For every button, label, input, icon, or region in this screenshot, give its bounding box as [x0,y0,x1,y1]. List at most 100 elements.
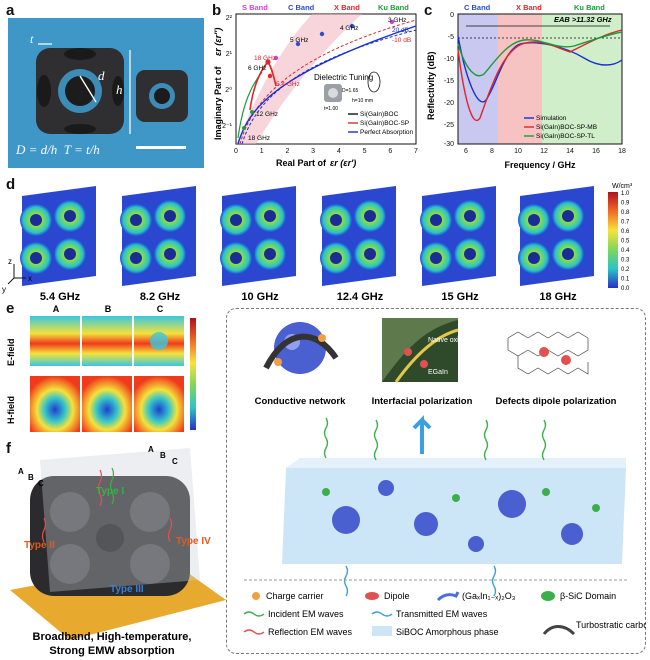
panel-label-a: a [6,2,15,19]
c-xtick-5: 16 [592,148,600,155]
legend-item-5: Transmitted EM waves [396,609,488,619]
panel-f-illustration: Type I Type II Type III Type IV A B C A … [10,445,226,657]
amorphous-phase-icon [372,626,392,636]
mech-title-1: Interfacial polarization [372,396,473,407]
cbar-tick-10: 0.0 [621,286,630,292]
freq-label-3: 6 GHz [248,65,266,72]
freq-label-2: 5 GHz [290,37,308,44]
ku-band-label: Ku Band [574,3,605,12]
d-label: d [98,68,105,83]
c-xtick-3: 12 [540,148,548,155]
e-col-b: B [105,304,112,314]
heatmap-tile-1 [20,186,96,286]
c-xtick-0: 6 [464,148,468,155]
hfield-b [82,376,132,432]
plane-label-a2: A [148,445,154,454]
panel-d-heatmaps: z y x 5.4 GHz 8.2 GHz 10 GHz 12.4 GHz 15… [2,183,633,303]
legend-item-1: Dipole [384,591,410,601]
cbar-tick-3: 0.7 [621,220,630,226]
c-band-label: C Band [464,3,491,12]
series-legend-1: Si(GaIn)BOC-SP [360,120,409,127]
panel-a-photo: t d h D = d/h T = t/h [8,18,204,168]
band-legend-x: X Band [334,3,360,12]
ytick-0: 2⁻¹ [222,123,233,130]
c-legend-0: Simulation [536,115,567,122]
cbar-tick-2: 0.8 [621,210,630,216]
freq-label-5: 5.4 GHz [276,81,300,88]
caption-line-2: Strong EMW absorption [49,645,175,657]
freq-label-6: 12 GHz [256,111,278,118]
c-xtick-1: 8 [490,148,494,155]
lattice-photo [36,43,188,149]
inset-label-0: D=1.65 [342,88,358,94]
freq-label-4: 18 GHz [254,55,276,62]
e-row-efield: E-field [6,338,16,366]
plane-label-b1: B [28,473,34,482]
small-lattice-part [136,70,188,122]
freq-label-7: 18 GHz [248,135,270,142]
charge-carrier-icon [252,592,260,600]
cbar-tick-0: 1.0 [621,191,630,197]
turbostratic-carbon-icon [542,625,576,636]
freq-label-1: 4 GHz [340,25,358,32]
freq-caption-6: 18 GHz [539,291,577,303]
c-band-region [458,14,498,144]
conductive-network-icon [263,322,339,374]
heatmap-tile-5 [420,186,496,286]
dielectric-tuning-label: Dielectric Tuning [314,73,373,82]
plane-label-c2: C [172,457,178,466]
band-legend-s: S Band [242,3,268,12]
freq-caption-4: 12.4 GHz [337,291,384,303]
ytick-2: 2¹ [226,51,233,58]
c-y-axis-label: Reflectivity (dB) [426,51,436,120]
simulation-curve [457,35,623,103]
panel-label-b: b [212,2,222,19]
cbar-tick-1: 0.9 [621,201,630,207]
colorbar-unit: W/cm³ [612,183,633,190]
panel-c-chart: C Band X Band Ku Band EAB >11.32 GHz 6 8… [426,3,626,170]
up-arrow-icon [412,415,432,454]
xtick-5: 5 [363,148,367,155]
oxide-icon [436,591,460,602]
legend-item-2: (GaₓIn₁₋ₓ)₂O₃ [462,591,516,601]
plot-frame-c [457,13,623,145]
e-col-c: C [157,304,164,314]
axis-x: x [28,274,32,283]
pink-region [236,14,362,144]
x-band-region [498,14,542,144]
c-ytick-4: -20 [444,100,454,107]
cbar-tick-8: 0.2 [621,267,630,273]
type-iv-label: Type IV [176,536,211,547]
db-label-1: -10 dB [392,37,411,44]
transmitted-wave-icon [371,611,393,617]
band-legend-c: C Band [288,3,315,12]
band-points [242,19,395,130]
cbar-tick-7: 0.3 [621,258,630,264]
xtick-4: 4 [337,148,341,155]
mech-title-0: Conductive network [255,396,347,407]
c-xtick-4: 14 [566,148,574,155]
e-colorbar [190,318,196,430]
interfacial-polarization-icon: Native oxides EGaIn [382,318,471,383]
c-legend-1: Si(GaIn)BOC-SP-MB [536,124,597,131]
type-iii-label: Type III [110,584,144,595]
freq-label-0: 3 GHz [388,17,406,24]
panel-b-chart: 0 1 2 3 4 5 6 7 2⁻¹ 2⁰ 2¹ 2² S Band C Ba… [213,3,418,168]
cbar-tick-5: 0.5 [621,239,630,245]
x-band-label: X Band [516,3,542,12]
t-label: t [30,32,34,46]
plane-label-c1: C [38,479,44,488]
panel-label-f: f [6,440,11,457]
ytick-3: 2² [226,15,233,22]
hfield-a [30,376,80,432]
incident-wave-1 [323,417,329,459]
legend-item-0: Charge carrier [266,591,324,601]
cbar-tick-6: 0.4 [621,248,630,254]
db-label-0: 20 dB [392,27,409,34]
xtick-2: 2 [285,148,289,155]
xtick-1: 1 [260,148,264,155]
series-legend-2: Perfect Absorption [360,129,413,136]
band-legend-ku: Ku Band [378,3,409,12]
x-axis-label: Real Part of [276,158,327,168]
panel-label-e: e [6,300,15,317]
